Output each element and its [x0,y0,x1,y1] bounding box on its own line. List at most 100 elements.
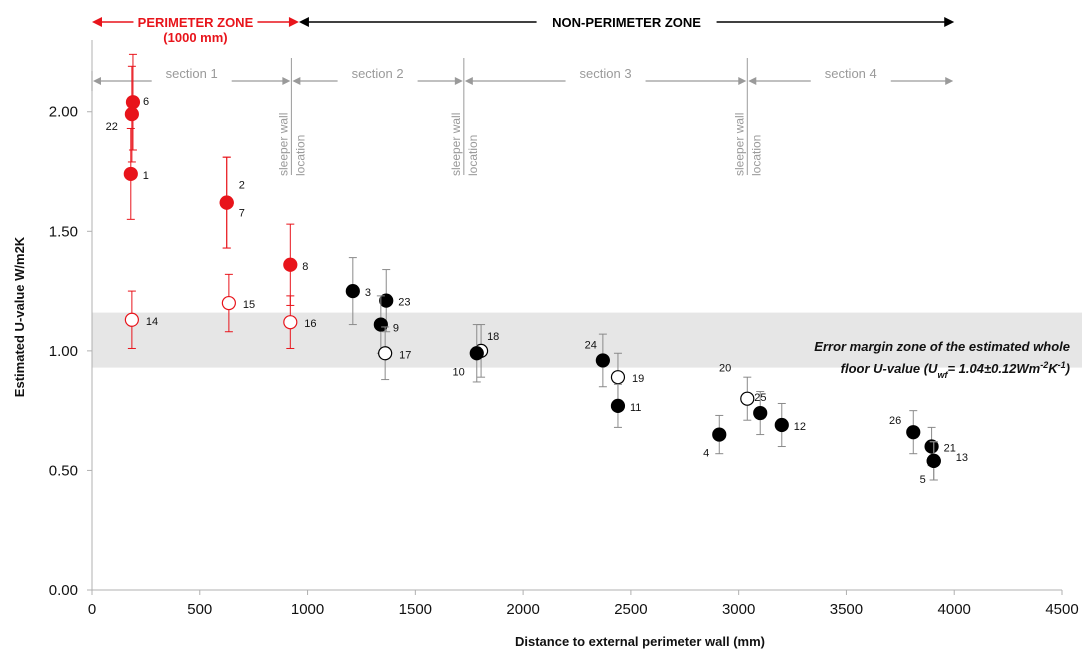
x-tick-label: 3500 [830,601,863,618]
data-point [774,417,789,433]
y-axis-label: Estimated U-value W/m2K [12,236,27,397]
data-point [469,346,484,361]
point-label: 20 [719,363,731,375]
x-tick-label: 0 [88,601,96,618]
point-label: 23 [398,297,410,309]
sleeper-wall-label: sleeper wall [449,113,463,176]
error-margin-annotation-line2: floor U-value (Uwf= 1.04±0.12Wm-2K-1) [841,360,1070,380]
data-point [123,166,138,182]
section-arrow-right [454,77,463,85]
perimeter-zone-arrow-left [92,17,102,27]
perimeter-zone-arrow-right [288,17,299,27]
perimeter-zone-label-bg [133,8,258,26]
section-arrow-right [282,77,291,85]
section-arrow-left [292,77,301,85]
x-tick-label: 4500 [1045,601,1078,618]
point-label: 8 [302,261,308,273]
point-label: 13 [956,452,968,464]
point-label: 18 [487,331,499,343]
section-label-bg [565,67,646,83]
point-label: 25 [754,392,766,404]
x-tick-label: 500 [187,601,212,618]
point-label: 5 [920,474,926,486]
non-perimeter-zone-arrow-left [298,17,309,27]
y-tick-label: 0.00 [49,582,78,599]
section-label-bg [810,67,891,83]
section-arrow-left [93,77,101,85]
point-label: 4 [703,448,709,460]
section-arrow-left [464,77,473,85]
x-tick-label: 3000 [722,601,755,618]
section-label: section 1 [166,66,218,81]
data-point [906,425,921,440]
data-point [125,95,141,110]
data-point [283,315,298,330]
data-point [378,346,393,361]
data-point [924,439,939,454]
error-margin-band [92,312,1082,368]
annotation-sub-wf: wf [937,370,948,380]
sleeper-wall-location-label: location [466,135,480,176]
error-margin-annotation-line1: Error margin zone of the estimated whole [814,339,1070,354]
section-label-bg [337,67,418,83]
point-label: 24 [585,339,597,351]
sleeper-wall-location-label: location [293,135,307,176]
x-tick-label: 2000 [506,601,539,618]
perimeter-zone-sublabel: (1000 mm) [163,30,227,45]
y-tick-label: 1.00 [49,343,78,360]
point-label: 21 [944,443,956,455]
x-tick-label: 4000 [938,601,971,618]
section-arrow-right [738,77,747,85]
axes-layer [91,40,1062,591]
point-label: 26 [889,415,901,427]
data-point [379,293,394,308]
point-label: 10 [453,366,465,378]
zones-layer: PERIMETER ZONE(1000 mm) NON-PERIMETER ZON… [92,8,955,45]
x-axis-label: Distance to external perimeter wall (mm) [515,634,765,649]
non-perimeter-zone-label: NON-PERIMETER ZONE [552,15,701,30]
annotation-part-pre: floor U-value (U [841,361,938,376]
annotation-part-post: ) [1064,361,1070,376]
data-point [926,453,941,468]
point-label: 14 [146,316,158,328]
perimeter-zone-label: PERIMETER ZONE [138,15,254,30]
y-tick-label: 1.50 [49,223,78,240]
x-tick-label: 2500 [614,601,647,618]
x-tick-label: 1500 [399,601,432,618]
annotation-sup-2: -1 [1058,360,1066,370]
data-point [345,283,360,299]
data-point [610,398,626,413]
data-point [373,317,388,332]
point-label: 17 [399,349,411,361]
y-tick-label: 2.00 [49,104,78,121]
data-point [219,195,234,210]
point-label: 7 [239,208,245,220]
section-arrow-right [945,77,954,85]
sleeper-wall-location-label: location [749,135,763,176]
error-margin-band-layer [92,312,1082,368]
section-label: section 4 [825,66,877,81]
point-label: 16 [304,318,316,330]
data-point [712,427,727,442]
data-point [753,405,768,421]
annotation-part-mid: = 1.04±0.12Wm [947,361,1040,376]
data-point [610,370,626,385]
annotation-sup-1: -2 [1040,360,1048,370]
section-arrow-left [748,77,757,85]
y-tick-label: 0.50 [49,462,78,479]
point-label: 3 [365,287,371,299]
data-point [124,312,139,327]
ticks-layer: 0 500 1000 1500 2000 2500 3000 3500 4000 4500 0.00… [49,104,1079,618]
point-label: 12 [794,421,806,433]
section-label: section 2 [352,66,404,81]
x-tick-label: 1000 [291,601,324,618]
point-label: 19 [632,373,644,385]
point-label: 11 [630,402,641,414]
point-label: 9 [393,323,399,335]
sleeper-wall-label: sleeper wall [732,113,746,176]
point-label: 2 [239,180,245,192]
sleeper-wall-label: sleeper wall [276,113,290,176]
non-perimeter-zone-label-bg [536,12,717,30]
data-point [283,257,298,272]
